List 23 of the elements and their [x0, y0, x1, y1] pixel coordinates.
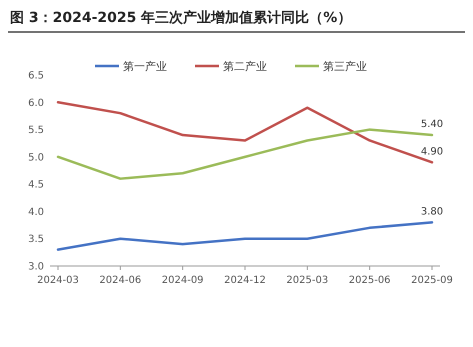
x-tick-label: 2024-06: [99, 275, 142, 286]
x-tick-label: 2025-03: [286, 275, 328, 286]
x-tick-label: 2025-06: [348, 275, 391, 286]
x-tick-label: 2024-09: [162, 275, 204, 286]
y-tick-label: 5.0: [28, 152, 44, 164]
data-label: 4.90: [420, 146, 444, 158]
data-label: 3.80: [420, 206, 444, 218]
y-tick-label: 6.5: [28, 70, 44, 82]
chart-title: 图 3：2024-2025 年三次产业增加值累计同比（%）: [10, 9, 352, 26]
x-tick-label: 2025-09: [411, 275, 453, 286]
x-tick-label: 2024-12: [224, 275, 266, 286]
data-label: 5.40: [420, 119, 444, 130]
y-tick-label: 3.5: [28, 234, 44, 246]
y-tick-label: 4.0: [28, 206, 44, 218]
legend-label: 第二产业: [223, 60, 267, 73]
y-tick-label: 6.0: [28, 98, 44, 109]
legend-label: 第三产业: [323, 60, 367, 73]
y-tick-label: 4.5: [28, 180, 44, 191]
y-tick-label: 3.0: [28, 262, 44, 272]
legend-label: 第一产业: [123, 60, 167, 73]
line-series: [56, 221, 434, 251]
y-tick-label: 5.5: [28, 125, 44, 136]
x-tick-label: 2024-03: [37, 275, 79, 286]
